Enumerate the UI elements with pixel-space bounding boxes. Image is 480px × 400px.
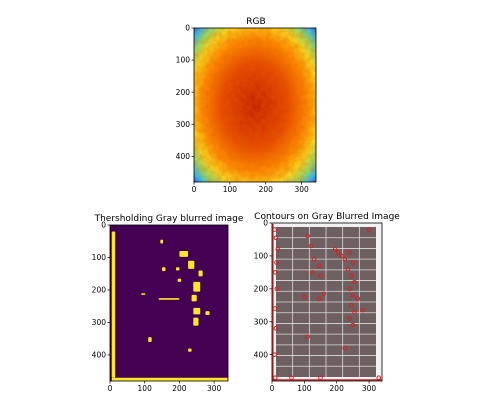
contour-mark-24: [352, 279, 357, 285]
x-tick-label-0: 0: [270, 384, 275, 393]
threshold-ticks: 0 100 200 300 0 100 200 300 400: [92, 221, 222, 393]
contour-mark-28: [348, 302, 354, 308]
solar-cell-grid: [276, 227, 376, 377]
y-tick-label-100: 100: [92, 253, 107, 262]
threshold-blob-15: [148, 337, 152, 342]
contour-mark-20: [347, 250, 352, 255]
x-tick-label-0: 0: [108, 384, 113, 393]
threshold-blob-12: [193, 307, 201, 315]
contour-mark-22: [345, 266, 351, 272]
contour-mark-10: [305, 233, 310, 239]
contours-axes-frame: [271, 222, 383, 382]
y-tick-label-200: 200: [92, 286, 107, 295]
y-tick-label-100: 100: [254, 252, 269, 261]
contour-mark-23: [348, 273, 354, 278]
x-tick-label-0: 0: [192, 185, 197, 194]
threshold-panel: Thersholding Gray blurred image 0 100 200 3…: [92, 214, 244, 393]
contour-mark-13: [316, 263, 322, 269]
x-tick-label-200: 200: [330, 384, 345, 393]
x-tick-label-300: 300: [362, 384, 377, 393]
threshold-blobs: [111, 231, 228, 381]
threshold-blob-1: [160, 239, 164, 244]
y-tick-label-400: 400: [92, 351, 107, 360]
y-tick-label-0: 0: [101, 221, 106, 230]
contour-mark-33: [316, 296, 322, 302]
rgb-heatmap-panel: RGB 0 100 200 300 0 100 200 300 400: [176, 17, 317, 194]
contour-mark-16: [332, 247, 338, 252]
contour-mark-35: [342, 345, 348, 351]
contour-mark-5: [274, 286, 280, 292]
y-tick-label-0: 0: [185, 24, 190, 33]
x-tick-label-100: 100: [297, 384, 312, 393]
rgb-heatmap-grain: [194, 28, 316, 182]
threshold-blob-16: [188, 348, 192, 352]
rgb-ticks: 0 100 200 300 0 100 200 300 400: [176, 24, 309, 194]
x-tick-label-300: 300: [294, 185, 309, 194]
x-tick-label-100: 100: [138, 384, 153, 393]
contour-mark-19: [342, 256, 348, 262]
threshold-blob-10: [158, 298, 180, 300]
contour-mark-15: [318, 273, 323, 278]
threshold-axes-frame: [109, 224, 229, 382]
contour-mark-11: [308, 243, 314, 249]
y-tick-label-400: 400: [176, 152, 191, 161]
contour-mark-26: [350, 293, 356, 298]
y-tick-label-100: 100: [176, 56, 191, 65]
contours-title: Contours on Gray Blurred Image: [254, 212, 400, 222]
contour-mark-37: [360, 307, 365, 313]
contour-mark-34: [321, 291, 327, 297]
contour-mark-12: [311, 256, 317, 262]
y-tick-label-200: 200: [176, 88, 191, 97]
x-tick-label-100: 100: [223, 185, 238, 194]
x-tick-label-200: 200: [172, 384, 187, 393]
threshold-blob-6: [198, 270, 203, 277]
x-tick-label-300: 300: [207, 384, 222, 393]
threshold-blob-17: [111, 377, 228, 381]
threshold-blob-2: [162, 267, 166, 272]
contours-ticks: 0 100 200 300 0 100 200 300 400: [254, 219, 377, 393]
contour-mark-30: [347, 316, 352, 321]
threshold-blob-13: [205, 311, 210, 316]
threshold-blob-11: [191, 294, 197, 302]
threshold-blob-9: [141, 293, 146, 295]
y-tick-label-200: 200: [254, 284, 269, 293]
contour-mark-14: [310, 270, 315, 275]
threshold-background: [110, 225, 228, 381]
y-tick-label-300: 300: [254, 317, 269, 326]
threshold-blob-4: [188, 260, 195, 269]
x-tick-label-200: 200: [259, 185, 274, 194]
y-tick-label-300: 300: [92, 318, 107, 327]
threshold-blob-0: [111, 231, 116, 378]
contour-mark-25: [347, 286, 352, 292]
contour-mark-7: [273, 326, 279, 331]
y-tick-label-300: 300: [176, 120, 191, 129]
contour-marks: [272, 224, 382, 381]
contour-mark-29: [352, 309, 357, 315]
contour-mark-2: [275, 247, 281, 252]
threshold-blob-7: [177, 278, 182, 282]
contour-mark-17: [336, 250, 341, 255]
contours-panel: Contours on Gray Blurred Image 0 100 200 30…: [254, 212, 401, 393]
y-tick-label-0: 0: [263, 219, 268, 228]
y-tick-label-400: 400: [254, 350, 269, 359]
contour-mark-1: [273, 235, 279, 241]
rgb-axes-frame: [193, 27, 317, 183]
rgb-title: RGB: [246, 17, 265, 27]
threshold-blob-14: [193, 317, 199, 326]
contour-mark-36: [305, 334, 310, 339]
contour-mark-32: [302, 294, 307, 300]
threshold-blob-3: [179, 251, 189, 257]
contour-mark-38: [366, 227, 372, 232]
threshold-blob-8: [193, 281, 201, 292]
threshold-blob-5: [175, 267, 180, 271]
contour-mark-31: [350, 322, 356, 328]
contour-mark-27: [355, 296, 361, 302]
contour-mark-18: [339, 253, 344, 259]
threshold-title: Thersholding Gray blurred image: [94, 214, 244, 224]
contour-mark-21: [350, 260, 356, 265]
contour-mark-3: [274, 260, 279, 265]
